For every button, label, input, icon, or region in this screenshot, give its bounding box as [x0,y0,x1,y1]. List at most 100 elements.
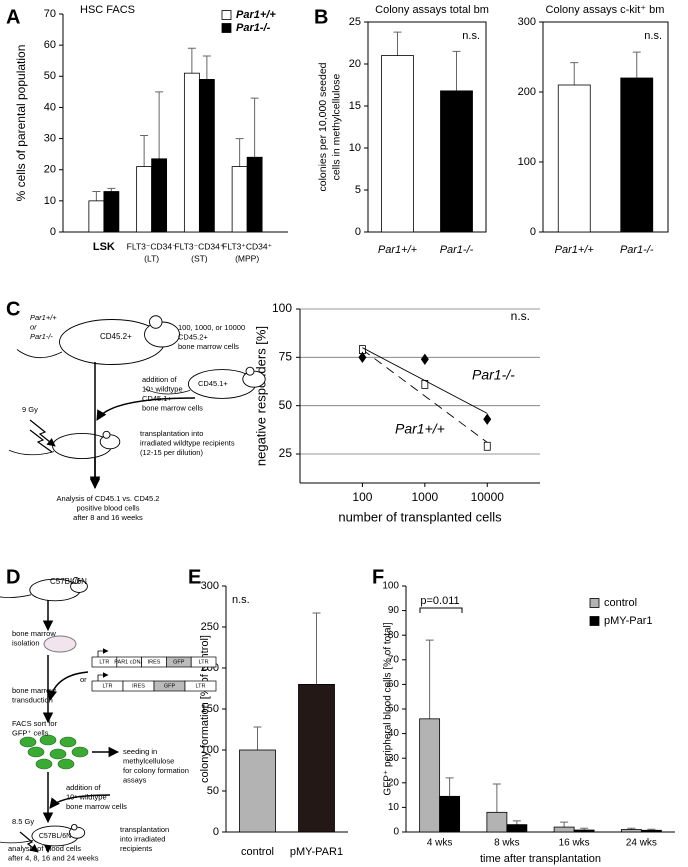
bar [298,684,335,833]
bar [620,77,654,233]
gfp-cell [19,736,37,748]
y-tick-label: 200 [518,86,536,98]
y-tick-label: 60 [388,679,400,690]
diagram-text: transplantation into [140,429,203,438]
diagram-text: bone marrow cells [178,342,239,351]
error-bar [492,783,501,813]
x-tick-label: 24 wks [626,838,657,849]
y-tick-label: 10 [44,195,56,207]
error-bar [512,820,521,825]
diagram-text: bone marrow cells [66,802,127,811]
diagram-text: C57BL/6N [50,577,87,586]
point [483,441,491,451]
promoter-arrow [97,672,109,681]
diagram-text: bone marrow [12,629,56,638]
diagram-text: 10⁵ wildtype [142,384,183,393]
x-tick-label: control [241,846,274,858]
x-tick-label: pMY-PAR1 [290,846,343,858]
x-tick-label: 16 wks [559,838,590,849]
y-axis-title: colony formation [% of control] [199,635,211,783]
culture-dish [43,635,77,653]
error-bar [235,138,244,167]
point [420,353,429,365]
gfp-cell [39,734,57,746]
gfp-cell [59,736,77,748]
y-tick-label: 50 [279,398,293,412]
y-axis-title: cells in methylcellulose [331,73,343,180]
panel-label: C [6,298,20,320]
y-tick-label: 10 [388,802,400,813]
vector-label: LTR [196,683,206,689]
diagram-text: 9 Gy [22,405,38,414]
x-tick-label: 1000 [411,490,438,504]
error-bar [560,821,569,828]
y-tick-label: 25 [279,446,293,460]
bar [553,826,575,833]
series-label: Par1+/+ [395,421,445,437]
annotation: p=0.011 [420,595,459,607]
y-tick-label: 20 [44,164,56,176]
x-tick-label: (LT) [144,253,159,263]
y-tick-label: 40 [44,101,56,113]
mouse-tail [16,349,63,359]
annotation: n.s. [462,30,480,42]
x-tick-label: 4 wks [427,838,453,849]
bar [573,829,595,833]
gfp-cell [27,746,45,758]
diagram-text: or [30,322,37,331]
diagram-text: addition of [66,783,102,792]
bar [506,824,528,833]
bar [640,829,662,833]
y-tick-label: 0 [50,226,56,238]
y-tick-label: 250 [201,621,219,633]
diagram-text: CD45.1+ [142,394,172,403]
annotation: n.s. [511,309,530,323]
diagram-text: transduction [12,695,53,704]
y-tick-label: 20 [349,58,361,70]
diagram-text: into irradiated [120,834,165,843]
y-tick-label: 90 [388,605,400,616]
diagram-text: 10⁵ wildtype [66,792,107,801]
diagram-text: (12-15 per dilution) [140,448,203,457]
panel-label: E [188,566,201,588]
arrow [46,671,89,702]
x-tick-label: (ST) [191,253,208,263]
y-tick-label: 70 [388,654,400,665]
y-tick-label: 20 [388,777,400,788]
diagram-text: transplantation [120,825,169,834]
mouse-ear [149,315,163,329]
error-bar [452,50,461,91]
bar [231,166,248,233]
legend-label: Par1+/+ [236,9,276,21]
vector-label: GFP [173,659,185,665]
y-tick-label: 100 [201,744,219,756]
x-axis-title: number of transplanted cells [338,509,502,524]
mouse-head [242,370,266,388]
gfp-cell [35,758,53,770]
bar [419,718,441,833]
arrow [96,397,196,421]
x-tick-label: FLT3⁻CD34⁻ [127,241,177,251]
error-bar [202,55,211,80]
diagram-text: Par1-/- [30,332,53,341]
vector-segment [190,656,217,668]
mouse-tail [8,449,55,456]
error-bar [92,191,101,201]
bar [246,156,263,233]
x-tick-label: 10000 [471,490,505,504]
bar [381,55,414,233]
y-tick-label: 0 [355,226,361,238]
y-tick-label: 50 [388,704,400,715]
error-bar [312,612,321,685]
y-tick-label: 5 [355,184,361,196]
bar [439,795,461,833]
y-tick-label: 150 [201,703,219,715]
y-tick-label: 30 [44,132,56,144]
diagram-text: or [80,675,87,684]
vector-label: IRES [148,659,161,665]
vector-label: IRES [132,683,145,689]
error-bar [155,91,164,159]
diagram-text: Analysis of CD45.1 vs. CD45.2 [57,494,160,503]
